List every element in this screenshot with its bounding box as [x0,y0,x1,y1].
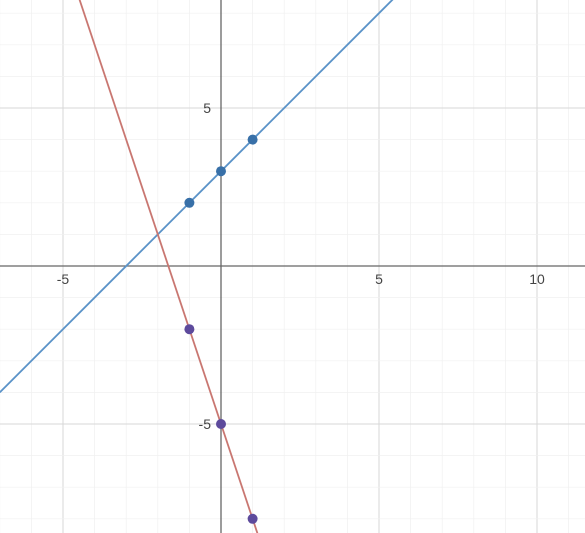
x-tick-label: 10 [529,271,545,287]
data-point [216,166,226,176]
data-point [216,419,226,429]
y-tick-label: -5 [199,416,212,432]
data-point [248,514,258,524]
coordinate-graph: -5 5 10 -5 5 [0,0,585,533]
graph-svg: -5 5 10 -5 5 [0,0,585,533]
data-point [184,198,194,208]
x-tick-label: -5 [57,271,70,287]
data-point [248,135,258,145]
x-tick-label: 5 [375,271,383,287]
data-point [184,324,194,334]
y-tick-label: 5 [203,100,211,116]
